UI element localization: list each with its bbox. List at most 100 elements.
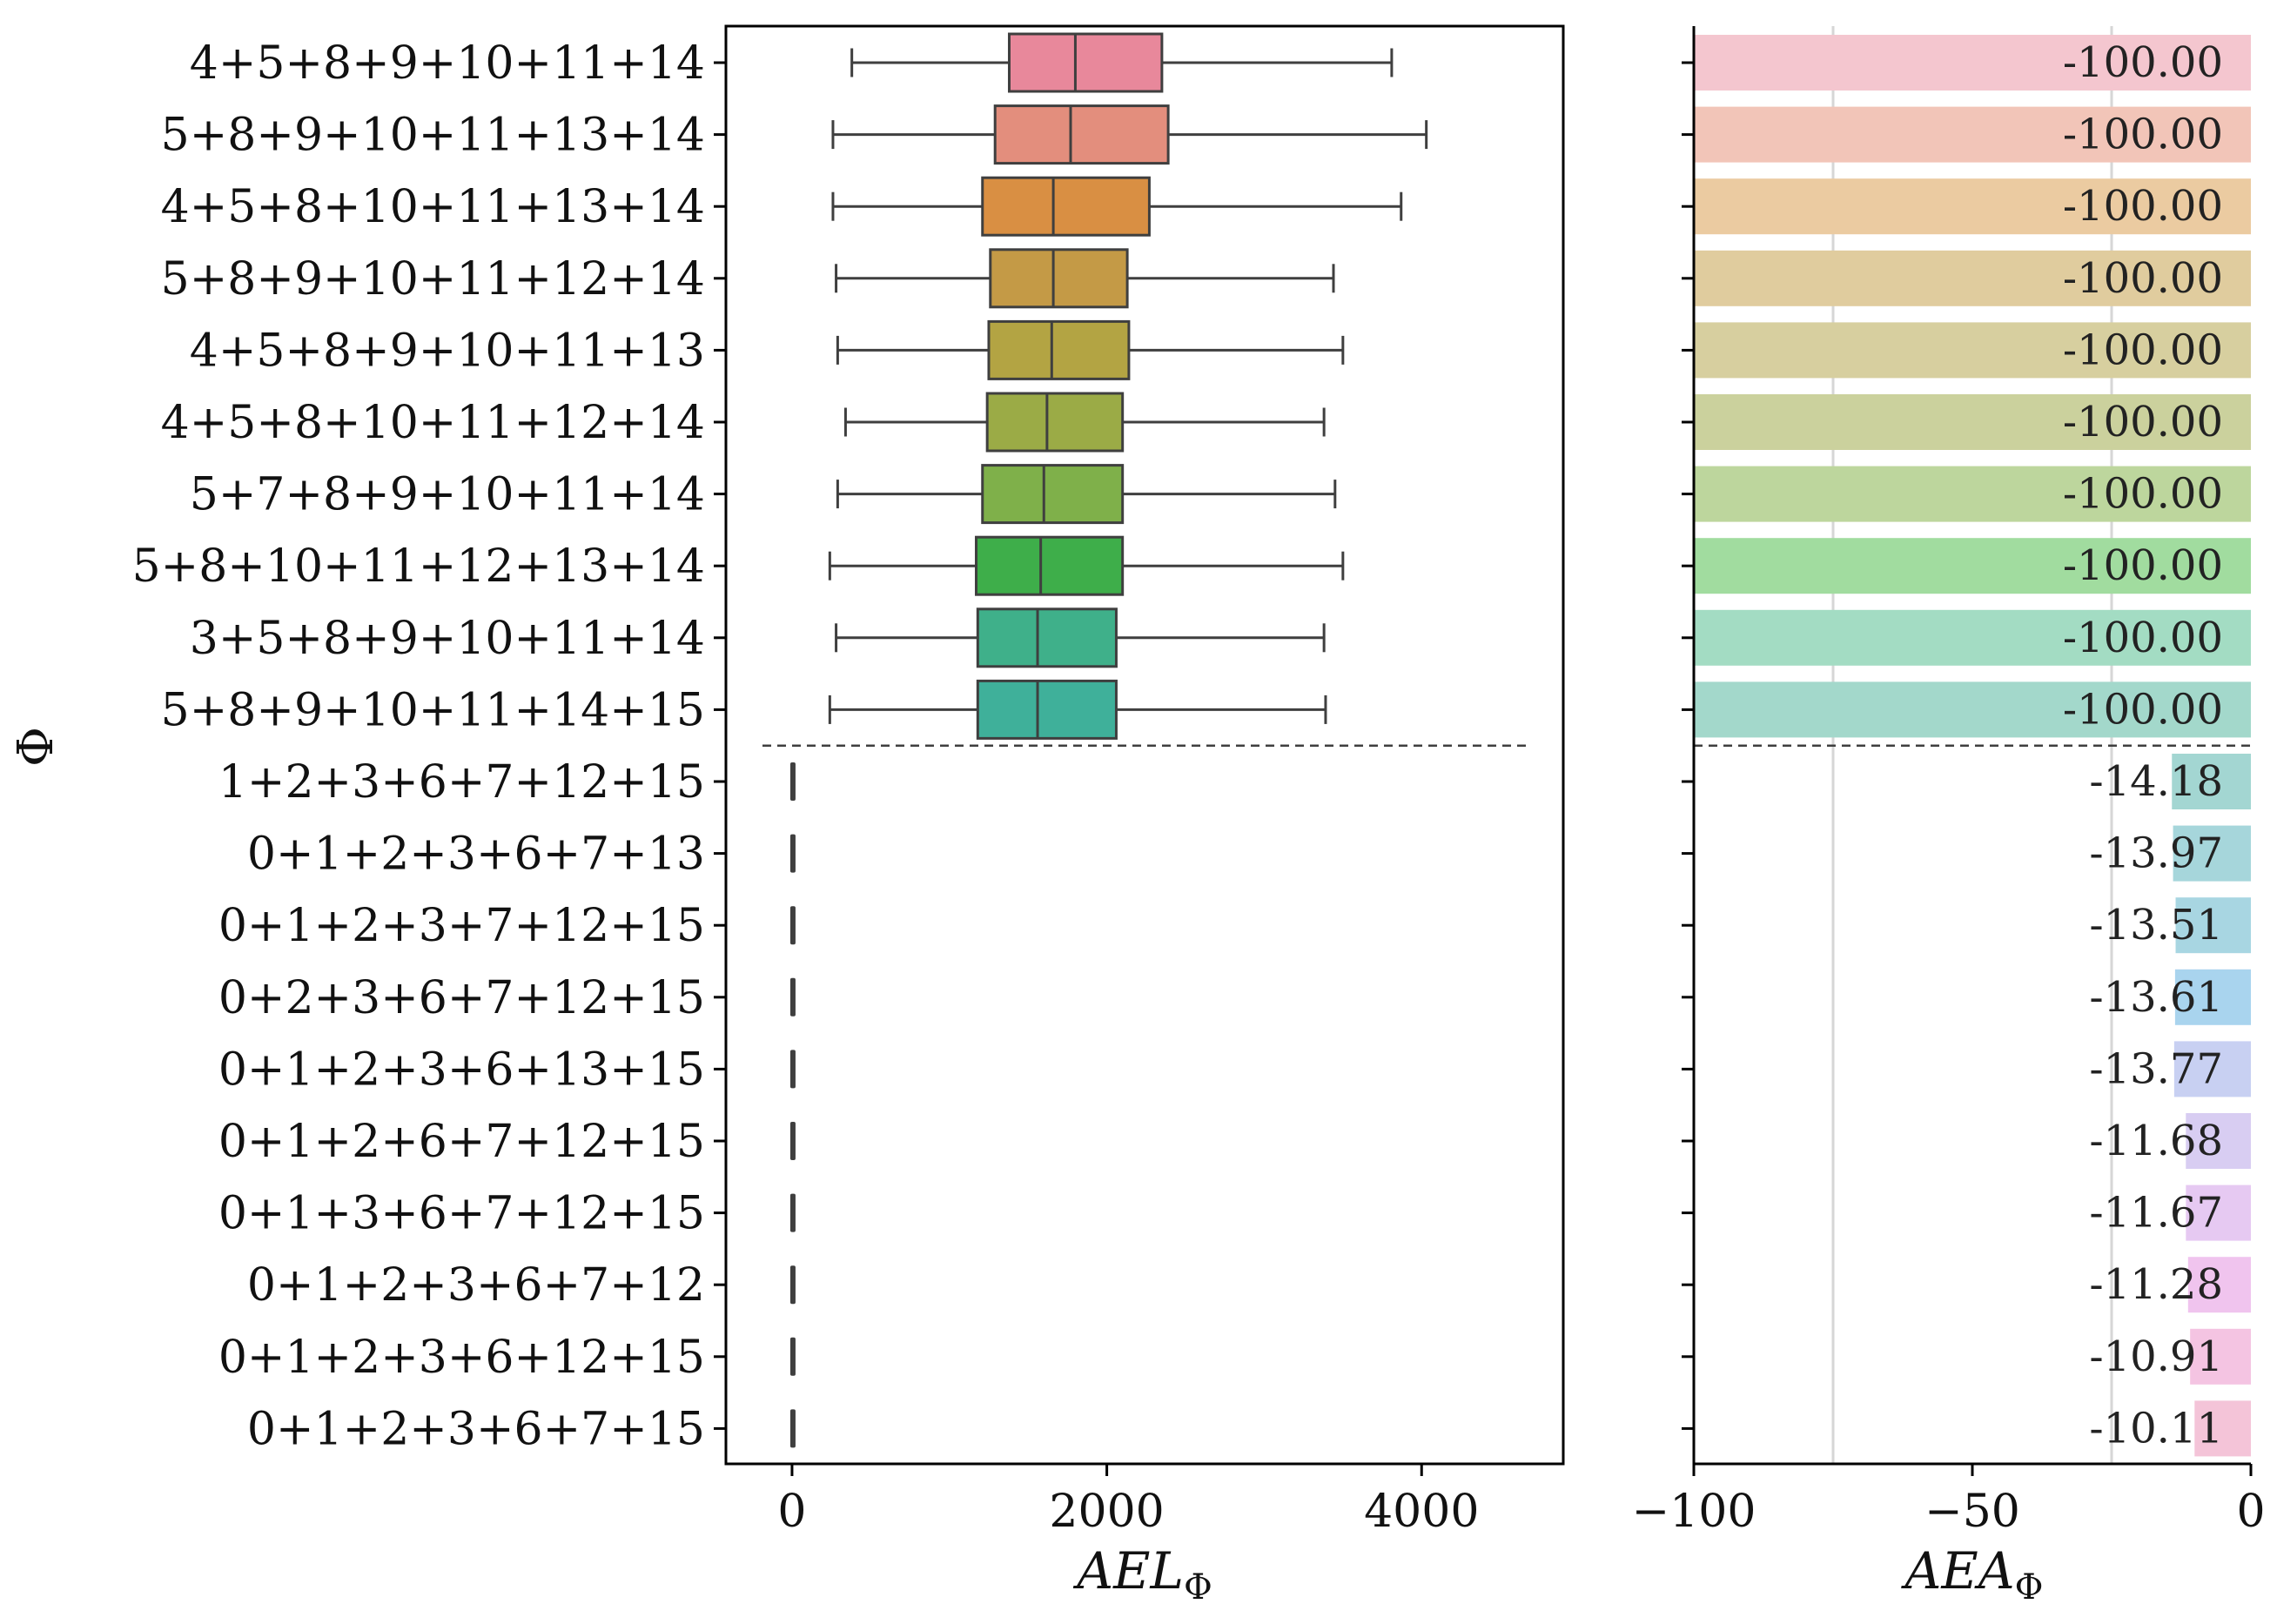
category-label: 0+1+2+3+6+7+12 — [247, 1259, 705, 1312]
box — [850, 32, 1394, 93]
box-iqr — [976, 607, 1118, 668]
bar — [2187, 1257, 2251, 1313]
bar-value-label: -100.00 — [2063, 111, 2223, 159]
bar — [1694, 106, 2251, 163]
bar-chart-x-axis-label-main: AEA — [1901, 1541, 2015, 1601]
box-plot-x-axis-label: AELΦ — [1072, 1541, 1212, 1607]
bar — [2174, 969, 2251, 1025]
box — [843, 392, 1326, 453]
box-plot-panel: 4+5+8+9+10+11+14 5+8+9+10+11+13+14 4+5+8+1… — [8, 24, 1565, 1607]
box-iqr — [993, 104, 1170, 165]
category-label: 5+8+10+11+12+13+14 — [132, 540, 705, 593]
box-plot-x-axis-label-subscript: Φ — [1184, 1567, 1212, 1607]
box-plot-x-ticks: 0 2000 4000 — [777, 1464, 1479, 1538]
box — [789, 1409, 796, 1448]
bar — [1694, 681, 2251, 738]
box-iqr — [981, 176, 1151, 237]
box-collapsed — [789, 1122, 796, 1160]
bar-value-label: -100.00 — [2063, 38, 2223, 87]
x-tick-label: 2000 — [1049, 1486, 1164, 1538]
box-iqr — [987, 319, 1131, 380]
box — [789, 906, 796, 945]
bar-value-label: -13.77 — [2089, 1044, 2223, 1093]
bar-value-label: -100.00 — [2063, 685, 2223, 734]
bar-value-label: -100.00 — [2063, 398, 2223, 446]
box-collapsed — [789, 834, 796, 873]
box-collapsed — [789, 1193, 796, 1232]
bar — [1694, 609, 2251, 666]
category-label: 3+5+8+9+10+11+14 — [190, 613, 705, 665]
bar-value-label: -100.00 — [2063, 541, 2223, 590]
category-label: 0+2+3+6+7+12+15 — [218, 972, 705, 1024]
box-iqr — [976, 679, 1118, 740]
category-label: 0+1+2+3+7+12+15 — [218, 900, 705, 952]
y-axis-label: Φ — [8, 727, 64, 767]
bar — [2173, 825, 2251, 882]
bar — [2175, 897, 2251, 954]
bar — [1694, 250, 2251, 306]
category-label: 4+5+8+9+10+11+14 — [190, 37, 705, 90]
category-label: 0+1+3+6+7+12+15 — [218, 1188, 705, 1240]
x-tick-label: 4000 — [1364, 1486, 1479, 1538]
bar-value-label: -100.00 — [2063, 182, 2223, 231]
bar-chart-bars — [1694, 35, 2251, 1457]
box — [828, 679, 1327, 740]
bar-value-label: -100.00 — [2063, 254, 2223, 303]
bar — [1694, 538, 2251, 594]
category-label: 5+8+9+10+11+12+14 — [161, 253, 705, 305]
box-iqr — [975, 535, 1125, 596]
bar-chart-x-ticks: −100 −50 0 — [1632, 1464, 2266, 1538]
bar — [2194, 1400, 2251, 1457]
box-iqr — [1007, 32, 1164, 93]
box — [789, 762, 796, 801]
x-tick-label: −100 — [1632, 1486, 1756, 1538]
category-label: 4+5+8+10+11+13+14 — [161, 181, 705, 233]
box — [831, 176, 1403, 237]
bar-value-label: -13.61 — [2089, 973, 2223, 1022]
bar-value-label: -13.51 — [2089, 901, 2223, 950]
category-label: 0+1+2+3+6+7+15 — [247, 1403, 705, 1455]
bar-value-label: -10.91 — [2089, 1332, 2223, 1381]
bar-chart-value-labels: -100.00 -100.00 -100.00 -100.00 -100.00 -100.… — [2063, 38, 2223, 1453]
bar — [2186, 1113, 2251, 1169]
category-label: 0+1+2+3+6+7+13 — [247, 829, 705, 881]
bar — [2186, 1184, 2251, 1241]
category-label: 5+7+8+9+10+11+14 — [190, 469, 705, 521]
box — [789, 1337, 796, 1376]
box-iqr — [989, 248, 1129, 309]
bar-value-label: -11.68 — [2089, 1117, 2223, 1165]
box-collapsed — [789, 1265, 796, 1305]
box — [835, 248, 1335, 309]
bar — [2190, 1328, 2251, 1385]
category-label: 0+1+2+3+6+12+15 — [218, 1332, 705, 1384]
box-collapsed — [789, 1409, 796, 1448]
bar — [1694, 322, 2251, 379]
category-label: 4+5+8+9+10+11+13 — [190, 325, 705, 377]
bar — [2173, 1041, 2251, 1097]
box-collapsed — [789, 906, 796, 945]
box-iqr — [985, 392, 1125, 453]
bar-value-label: -11.28 — [2089, 1260, 2223, 1309]
x-tick-label: 0 — [777, 1486, 806, 1538]
box — [789, 834, 796, 873]
bar-value-label: -14.18 — [2089, 757, 2223, 806]
category-label: 1+2+3+6+7+12+15 — [218, 756, 705, 809]
bar — [1694, 178, 2251, 235]
bar-chart-x-axis-label: AEAΦ — [1901, 1541, 2044, 1607]
x-tick-label: −50 — [1924, 1486, 2020, 1538]
box-plot-frame — [724, 24, 1565, 1466]
bar-chart-y-ticks — [1682, 61, 1694, 1430]
bar-value-label: -100.00 — [2063, 614, 2223, 662]
bar-value-label: -100.00 — [2063, 325, 2223, 374]
box-collapsed — [789, 762, 796, 801]
box-collapsed — [789, 1337, 796, 1376]
category-label: 0+1+2+3+6+13+15 — [218, 1044, 705, 1096]
box — [789, 1122, 796, 1160]
box — [828, 535, 1345, 596]
category-label: 5+8+9+10+11+14+15 — [161, 684, 705, 736]
bar-value-label: -13.97 — [2089, 829, 2223, 878]
bar-chart-x-axis-label-subscript: Φ — [2015, 1567, 2044, 1607]
x-tick-label: 0 — [2236, 1486, 2265, 1538]
category-label: 4+5+8+10+11+12+14 — [161, 397, 705, 449]
